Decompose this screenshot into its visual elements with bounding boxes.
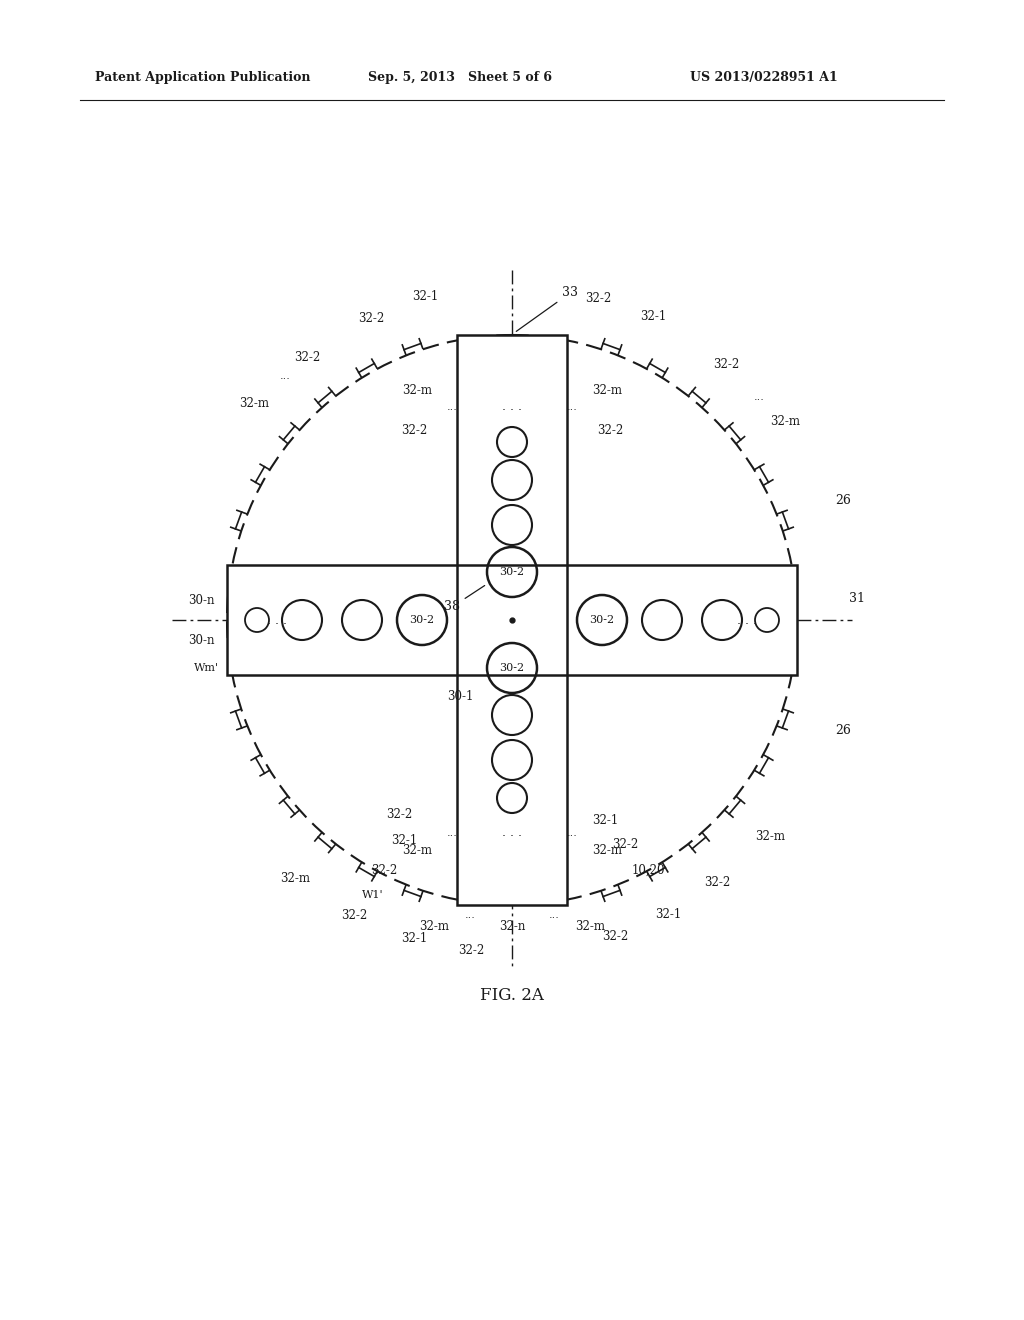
Bar (227, 565, 797, 675)
Text: 32-m: 32-m (592, 384, 622, 396)
Text: W1': W1' (362, 890, 384, 900)
Text: 32-2: 32-2 (459, 944, 484, 957)
Text: . . .: . . . (502, 826, 522, 840)
Text: 32-1: 32-1 (391, 833, 417, 846)
Text: . . .: . . . (737, 614, 757, 627)
Text: 32-m: 32-m (592, 843, 622, 857)
Text: 30-n: 30-n (188, 594, 215, 606)
Text: 30-n: 30-n (188, 634, 215, 647)
Text: 32-n: 32-n (499, 920, 525, 933)
Text: 32-2: 32-2 (400, 424, 427, 437)
Text: . . .: . . . (267, 614, 287, 627)
Text: 32-1: 32-1 (413, 290, 438, 302)
Text: 32-m: 32-m (755, 830, 785, 843)
Text: 32-m: 32-m (770, 416, 800, 429)
Text: 32-1: 32-1 (640, 310, 667, 323)
Text: 33: 33 (516, 286, 578, 331)
Text: 32-m: 32-m (281, 871, 310, 884)
Text: 32-2: 32-2 (358, 312, 384, 325)
Text: Sep. 5, 2013   Sheet 5 of 6: Sep. 5, 2013 Sheet 5 of 6 (368, 71, 552, 84)
Text: 32-2: 32-2 (602, 931, 628, 944)
Text: 30-2: 30-2 (500, 663, 524, 673)
Text: ...: ... (446, 403, 458, 412)
Text: 30-2: 30-2 (410, 615, 434, 624)
Text: Patent Application Publication: Patent Application Publication (95, 71, 310, 84)
Text: 32-1: 32-1 (655, 908, 681, 920)
Text: 32-2: 32-2 (597, 424, 624, 437)
Text: ...: ... (446, 828, 458, 838)
Text: . . .: . . . (502, 400, 522, 413)
Text: 10,20: 10,20 (632, 863, 666, 876)
Text: 32-2: 32-2 (386, 808, 412, 821)
Text: 38: 38 (444, 586, 484, 614)
Text: 32-m: 32-m (239, 397, 269, 411)
Text: 26: 26 (835, 723, 851, 737)
Text: ...: ... (280, 371, 291, 381)
Bar (227, 565, 797, 675)
Text: 32-2: 32-2 (713, 359, 739, 371)
Text: US 2013/0228951 A1: US 2013/0228951 A1 (690, 71, 838, 84)
Text: FIG. 2A: FIG. 2A (480, 986, 544, 1003)
Text: ...: ... (566, 828, 578, 838)
Text: 30-2: 30-2 (500, 568, 524, 577)
Bar (457, 335, 567, 906)
Text: 32-m: 32-m (402, 384, 432, 396)
Text: 32-2: 32-2 (342, 909, 368, 923)
Text: 31: 31 (849, 591, 865, 605)
Text: ...: ... (566, 403, 578, 412)
Text: 32-2: 32-2 (612, 838, 638, 851)
Text: 32-m: 32-m (419, 920, 449, 933)
Text: 32-2: 32-2 (703, 876, 730, 888)
Text: 32-1: 32-1 (592, 813, 618, 826)
Bar (457, 335, 567, 906)
Text: 26: 26 (835, 494, 851, 507)
Text: 32-2: 32-2 (371, 863, 397, 876)
Text: 32-m: 32-m (575, 920, 605, 933)
Text: 30-1: 30-1 (447, 689, 474, 702)
Text: 30-2: 30-2 (590, 615, 614, 624)
Text: Wm': Wm' (194, 663, 219, 673)
Text: ...: ... (465, 909, 475, 920)
Text: 32-2: 32-2 (585, 292, 611, 305)
Text: 32-2: 32-2 (294, 351, 321, 364)
Text: ...: ... (754, 392, 765, 403)
Text: 32-1: 32-1 (401, 932, 428, 945)
Text: 32-m: 32-m (402, 843, 432, 857)
Text: ...: ... (549, 909, 559, 920)
